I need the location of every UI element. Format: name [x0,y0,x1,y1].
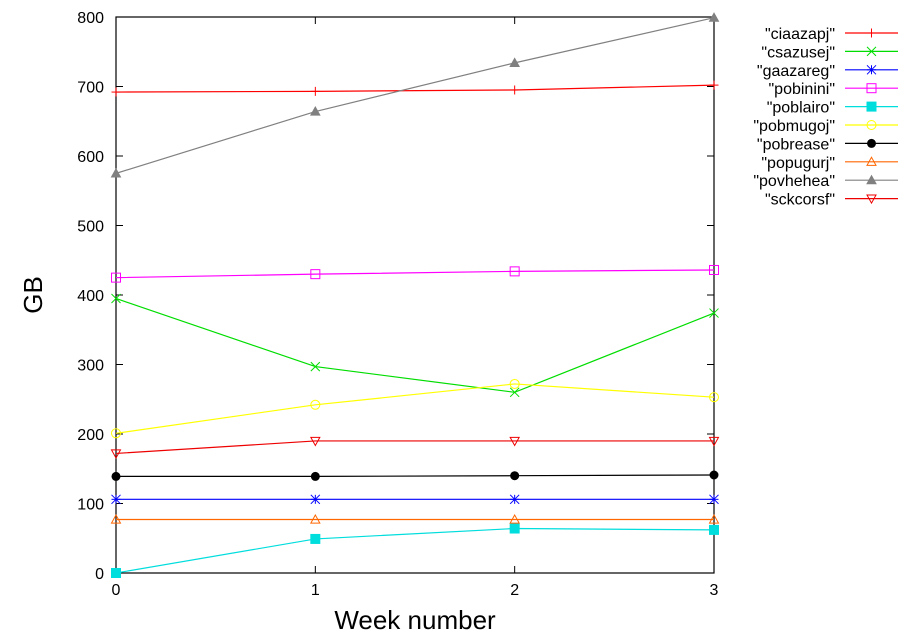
data-point [509,387,520,398]
data-point [111,272,121,283]
legend-marker [866,64,877,75]
data-point [510,471,520,481]
x-tick-label: 2 [510,582,519,599]
legend-marker [867,28,876,38]
y-tick-label: 800 [77,10,104,27]
series-group [111,293,719,398]
data-point [708,12,720,22]
series-group [110,436,720,459]
x-axis-title: Week number [334,605,496,635]
data-point [509,378,520,389]
series-group [111,523,719,578]
data-point [709,494,719,505]
data-point [111,428,121,439]
series-line [115,527,715,574]
x-tick-label: 3 [710,582,719,599]
data-point [111,494,121,505]
legend-marker [866,194,877,205]
data-point [310,399,321,410]
data-point [309,105,321,116]
series-line [115,383,715,434]
legend-label: "pobrease" [757,136,835,153]
y-axis: 0 100 200 300 400 500 600 700 800 [77,10,714,583]
data-point [111,471,121,481]
legend-label: "sckcorsf" [765,192,835,209]
series-line [115,269,715,279]
data-point [509,513,521,524]
legend-marker [866,46,877,57]
legend-label: "pobinini" [768,81,835,98]
series-group [111,378,719,439]
series-layer [110,12,720,578]
data-point [510,85,520,95]
series-line [115,297,715,393]
legend: "ciaazapj""csazusej" "gaazareg""pobinini"… [753,26,898,209]
data-point [110,167,122,178]
y-axis-title: GB [18,276,48,314]
legend-label: "gaazareg" [757,63,835,80]
y-tick-label: 400 [77,288,104,305]
data-point [709,80,719,90]
legend-label: "poblairo" [767,100,835,117]
data-point [309,513,321,524]
data-point [709,470,719,480]
data-point [509,266,520,277]
y-tick-label: 100 [77,497,104,514]
y-tick-label: 600 [77,149,104,166]
y-tick-label: 700 [77,80,104,97]
legend-marker [866,156,877,166]
legend-label: "povhehea" [753,173,835,190]
series-line [115,440,714,455]
legend-label: "pobmugoj" [753,118,835,135]
series-group [111,494,719,505]
data-point [709,308,719,318]
data-point [509,436,521,447]
series-group [110,12,720,178]
series-line [115,17,715,174]
data-point [509,523,520,534]
y-tick-label: 200 [77,427,104,444]
plot-frame [115,16,715,574]
y-tick-label: 500 [77,219,104,236]
data-point [310,494,321,505]
series-line [115,84,715,93]
legend-marker [867,138,876,148]
data-point [310,86,320,96]
data-point [708,436,720,447]
series-group [111,264,719,283]
y-tick-label: 300 [77,358,104,375]
data-point [111,293,121,304]
series-group [111,470,719,481]
data-point [110,449,122,459]
data-point [310,471,320,481]
data-point [709,264,719,275]
y-tick-label: 0 [95,566,104,583]
legend-marker [866,120,877,130]
data-point [111,87,121,97]
legend-label: "ciaazapj" [765,26,835,43]
legend-marker [866,83,877,94]
series-line [116,474,715,477]
data-point [709,524,719,535]
data-point [111,568,121,578]
x-axis: 0 1 2 3 [112,17,719,599]
series-group [110,513,720,524]
data-point [309,436,321,447]
data-point [708,513,720,524]
data-point [310,269,321,280]
x-tick-label: 1 [311,582,320,599]
data-point [709,392,719,403]
data-point [110,513,122,524]
x-tick-label: 0 [112,582,121,599]
data-point [509,57,521,67]
series-group [111,80,719,97]
legend-marker [866,174,877,185]
legend-label: "popugurj" [761,155,835,172]
legend-label: "csazusej" [761,44,835,61]
data-point [310,533,321,544]
data-point [310,361,321,372]
data-point [509,494,520,505]
legend-marker [866,101,877,112]
